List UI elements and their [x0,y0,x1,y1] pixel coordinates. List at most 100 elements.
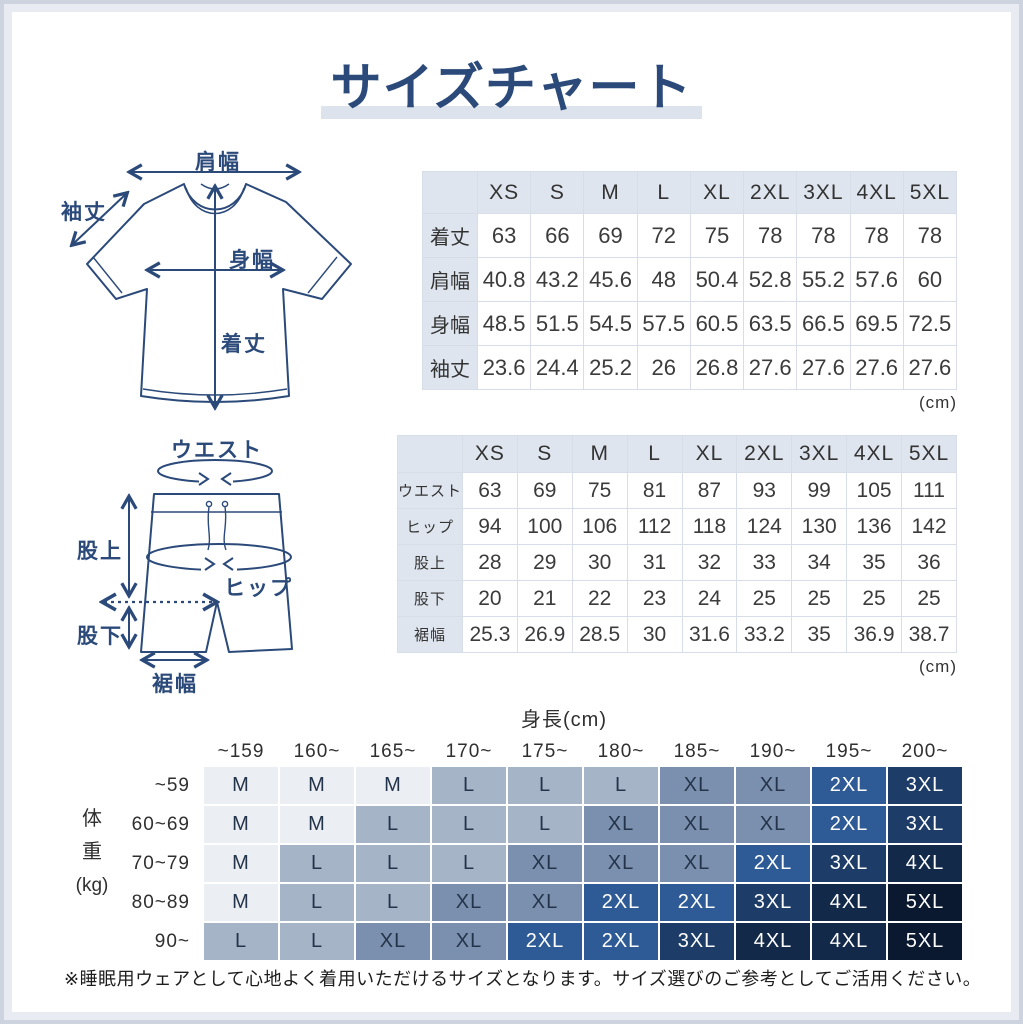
hem-width-label: 裾幅 [152,673,198,696]
size-cell: 5XL [888,884,962,921]
measurement-value: 94 [462,508,518,545]
table-corner [422,171,478,214]
body-width-label: 身幅 [229,249,275,272]
size-cell: XL [432,923,506,960]
hip-label: ヒップ [224,577,293,600]
measurement-value: 118 [681,508,738,545]
size-cell: M [204,806,278,843]
measurement-value: 28.5 [571,616,628,653]
size-cell: XL [736,767,810,804]
size-cell: M [204,767,278,804]
measurement-value: 69 [583,213,638,258]
table-row: 袖丈 23.6 24.4 25.2 26 26.8 27.6 27.6 27.6 27.6 [422,345,958,390]
measurement-value: 111 [901,472,957,509]
height-column-header: 175~ [521,740,569,762]
height-column-header: 160~ [293,740,341,762]
size-cell: 4XL [812,923,886,960]
size-column-header: 2XL [743,171,798,214]
measurement-value: 93 [736,472,793,509]
measurement-value: 33.2 [736,616,793,653]
size-cell: 2XL [736,845,810,882]
table-header-row: XS S M L XL 2XL 3XL 4XL 5XL [422,171,958,214]
size-cell: XL [584,845,658,882]
height-column-header: ~159 [217,740,265,762]
measurement-value: 63.5 [743,301,798,346]
table-row: 着丈 63 66 69 72 75 78 78 78 78 [422,213,958,258]
measurement-value: 69.5 [849,301,904,346]
height-column-header: 165~ [369,740,417,762]
table-header-row: XS S M L XL 2XL 3XL 4XL 5XL [397,435,957,473]
size-cell: 4XL [812,884,886,921]
measurement-row-label: ウエスト [397,472,463,509]
measurement-value: 105 [846,472,902,509]
weight-row-header: 70~79 [131,852,190,874]
weight-row-header: ~59 [154,774,190,796]
measurement-value: 38.7 [901,616,957,653]
measurement-value: 99 [791,472,848,509]
size-column-header: 4XL [846,435,902,473]
measurement-row-label: 肩幅 [422,257,478,302]
size-cell: L [356,884,430,921]
left-cuff-line [92,256,123,294]
measurement-value: 48.5 [476,301,532,346]
size-cell: L [432,767,506,804]
tops-size-table: XS S M L XL 2XL 3XL 4XL 5XL 着丈 63 66 69 72 75 78 78 78 78 肩… [422,171,958,390]
table-row: 裾幅 25.3 26.9 28.5 30 31.6 33.2 35 36.9 38.7 [397,616,957,653]
measurement-row-label: 着丈 [422,213,478,258]
title-underline [320,106,703,119]
weight-axis-line2: 重 [82,841,102,863]
inseam-label: 股下 [77,625,123,648]
tshirt-graphic [49,144,352,429]
size-cell: L [280,923,354,960]
title-block: サイズチャート [4,46,1019,120]
unit-note-bottoms: (cm) [919,657,957,676]
measurement-value: 63 [462,472,518,509]
size-cell: L [508,806,582,843]
shorts-measurement-diagram: ウエスト 股上 ヒップ 股下 裾幅 [49,434,389,704]
size-cell: XL [736,806,810,843]
size-column-header: 5XL [901,435,957,473]
height-column-header: 170~ [445,740,493,762]
table-row: 股下 20 21 22 23 24 25 25 25 25 [397,580,957,617]
sleeve-length-label: 袖丈 [61,201,107,224]
measurement-value: 45.6 [583,257,638,302]
measurement-value: 25 [736,580,793,617]
measurement-value: 26.8 [689,345,745,390]
drawstring-eyelet-left [205,500,213,508]
size-cell: XL [432,884,506,921]
measurement-value: 66.5 [796,301,851,346]
measurement-value: 52.8 [743,257,798,302]
drawstring-eyelet-right [221,500,229,508]
size-cell: L [280,884,354,921]
table-row: ウエスト 63 69 75 81 87 93 99 105 111 [397,472,957,509]
table-row: 股上 28 29 30 31 32 33 34 35 36 [397,544,957,581]
measurement-value: 100 [516,508,573,545]
tshirt-measurement-diagram: 肩幅 袖丈 身幅 着丈 [49,144,399,429]
size-cell: 2XL [508,923,582,960]
size-cell: XL [356,923,430,960]
size-column-header: XL [681,435,738,473]
measurement-value: 36.9 [846,616,902,653]
measurement-row-label: 袖丈 [422,345,478,390]
tshirt-outline [86,183,352,403]
measurement-value: 78 [849,213,904,258]
unit-note-tops: (cm) [919,393,957,412]
page-title: サイズチャート [330,59,693,116]
weight-row-header: 60~69 [131,813,190,835]
weight-axis-line1: 体 [82,808,102,830]
size-column-header: 2XL [736,435,793,473]
measurement-row-label: 股下 [397,580,463,617]
measurement-value: 27.6 [902,345,958,390]
measurement-value: 48 [636,257,691,302]
size-cell: 3XL [888,767,962,804]
size-cell: XL [660,806,734,843]
rise-label: 股上 [77,540,123,563]
size-cell: XL [508,884,582,921]
size-cell: XL [660,767,734,804]
size-cell: L [356,845,430,882]
measurement-value: 36 [901,544,957,581]
height-column-header: 200~ [901,740,949,762]
measurement-value: 30 [626,616,683,653]
size-cell: L [508,767,582,804]
measurement-value: 63 [476,213,532,258]
